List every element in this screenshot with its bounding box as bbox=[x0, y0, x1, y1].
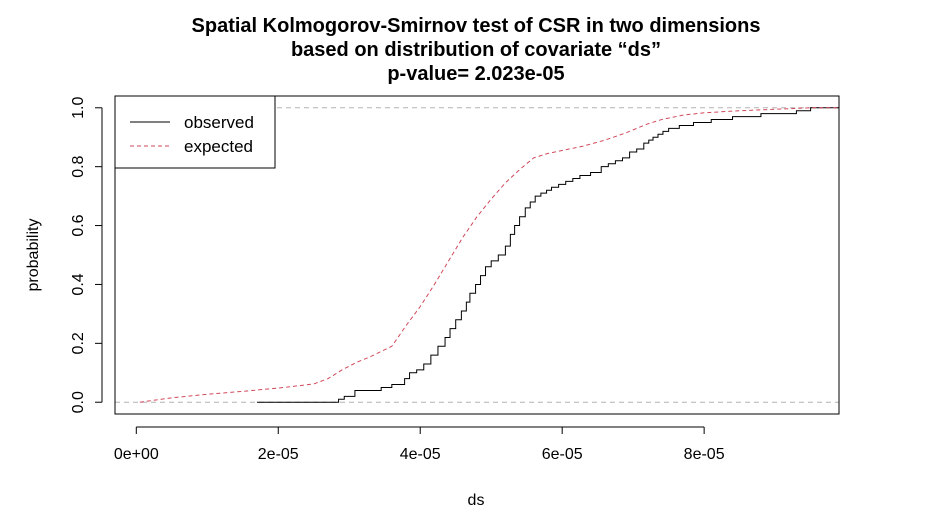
y-tick-label: 0.4 bbox=[70, 273, 87, 295]
y-tick-label: 0.8 bbox=[70, 155, 87, 177]
legend-box bbox=[114, 95, 276, 169]
chart-subtitle: based on distribution of covariate “ds” bbox=[291, 39, 661, 61]
x-tick-label: 4e-05 bbox=[400, 446, 441, 463]
legend: observed expected bbox=[114, 95, 276, 169]
y-tick-label: 1.0 bbox=[70, 97, 87, 119]
y-axis-label: probability bbox=[25, 219, 42, 292]
x-tick-label: 6e-05 bbox=[542, 446, 583, 463]
x-axis-label: ds bbox=[468, 492, 485, 509]
series-line-observed bbox=[256, 107, 839, 403]
chart-pvalue: p-value= 2.023e-05 bbox=[387, 63, 564, 85]
x-tick-label: 2e-05 bbox=[258, 446, 299, 463]
y-tick-label: 0.0 bbox=[70, 391, 87, 413]
plot-frame bbox=[114, 95, 840, 415]
legend-label-expected: expected bbox=[184, 137, 253, 156]
y-tick-label: 0.6 bbox=[70, 214, 87, 236]
series-line-expected bbox=[139, 107, 839, 403]
x-tick-label: 8e-05 bbox=[684, 446, 725, 463]
x-tick-label: 0e+00 bbox=[114, 446, 159, 463]
legend-label-observed: observed bbox=[184, 113, 254, 132]
y-tick-label: 0.2 bbox=[70, 332, 87, 354]
chart-title: Spatial Kolmogorov-Smirnov test of CSR i… bbox=[192, 15, 761, 37]
